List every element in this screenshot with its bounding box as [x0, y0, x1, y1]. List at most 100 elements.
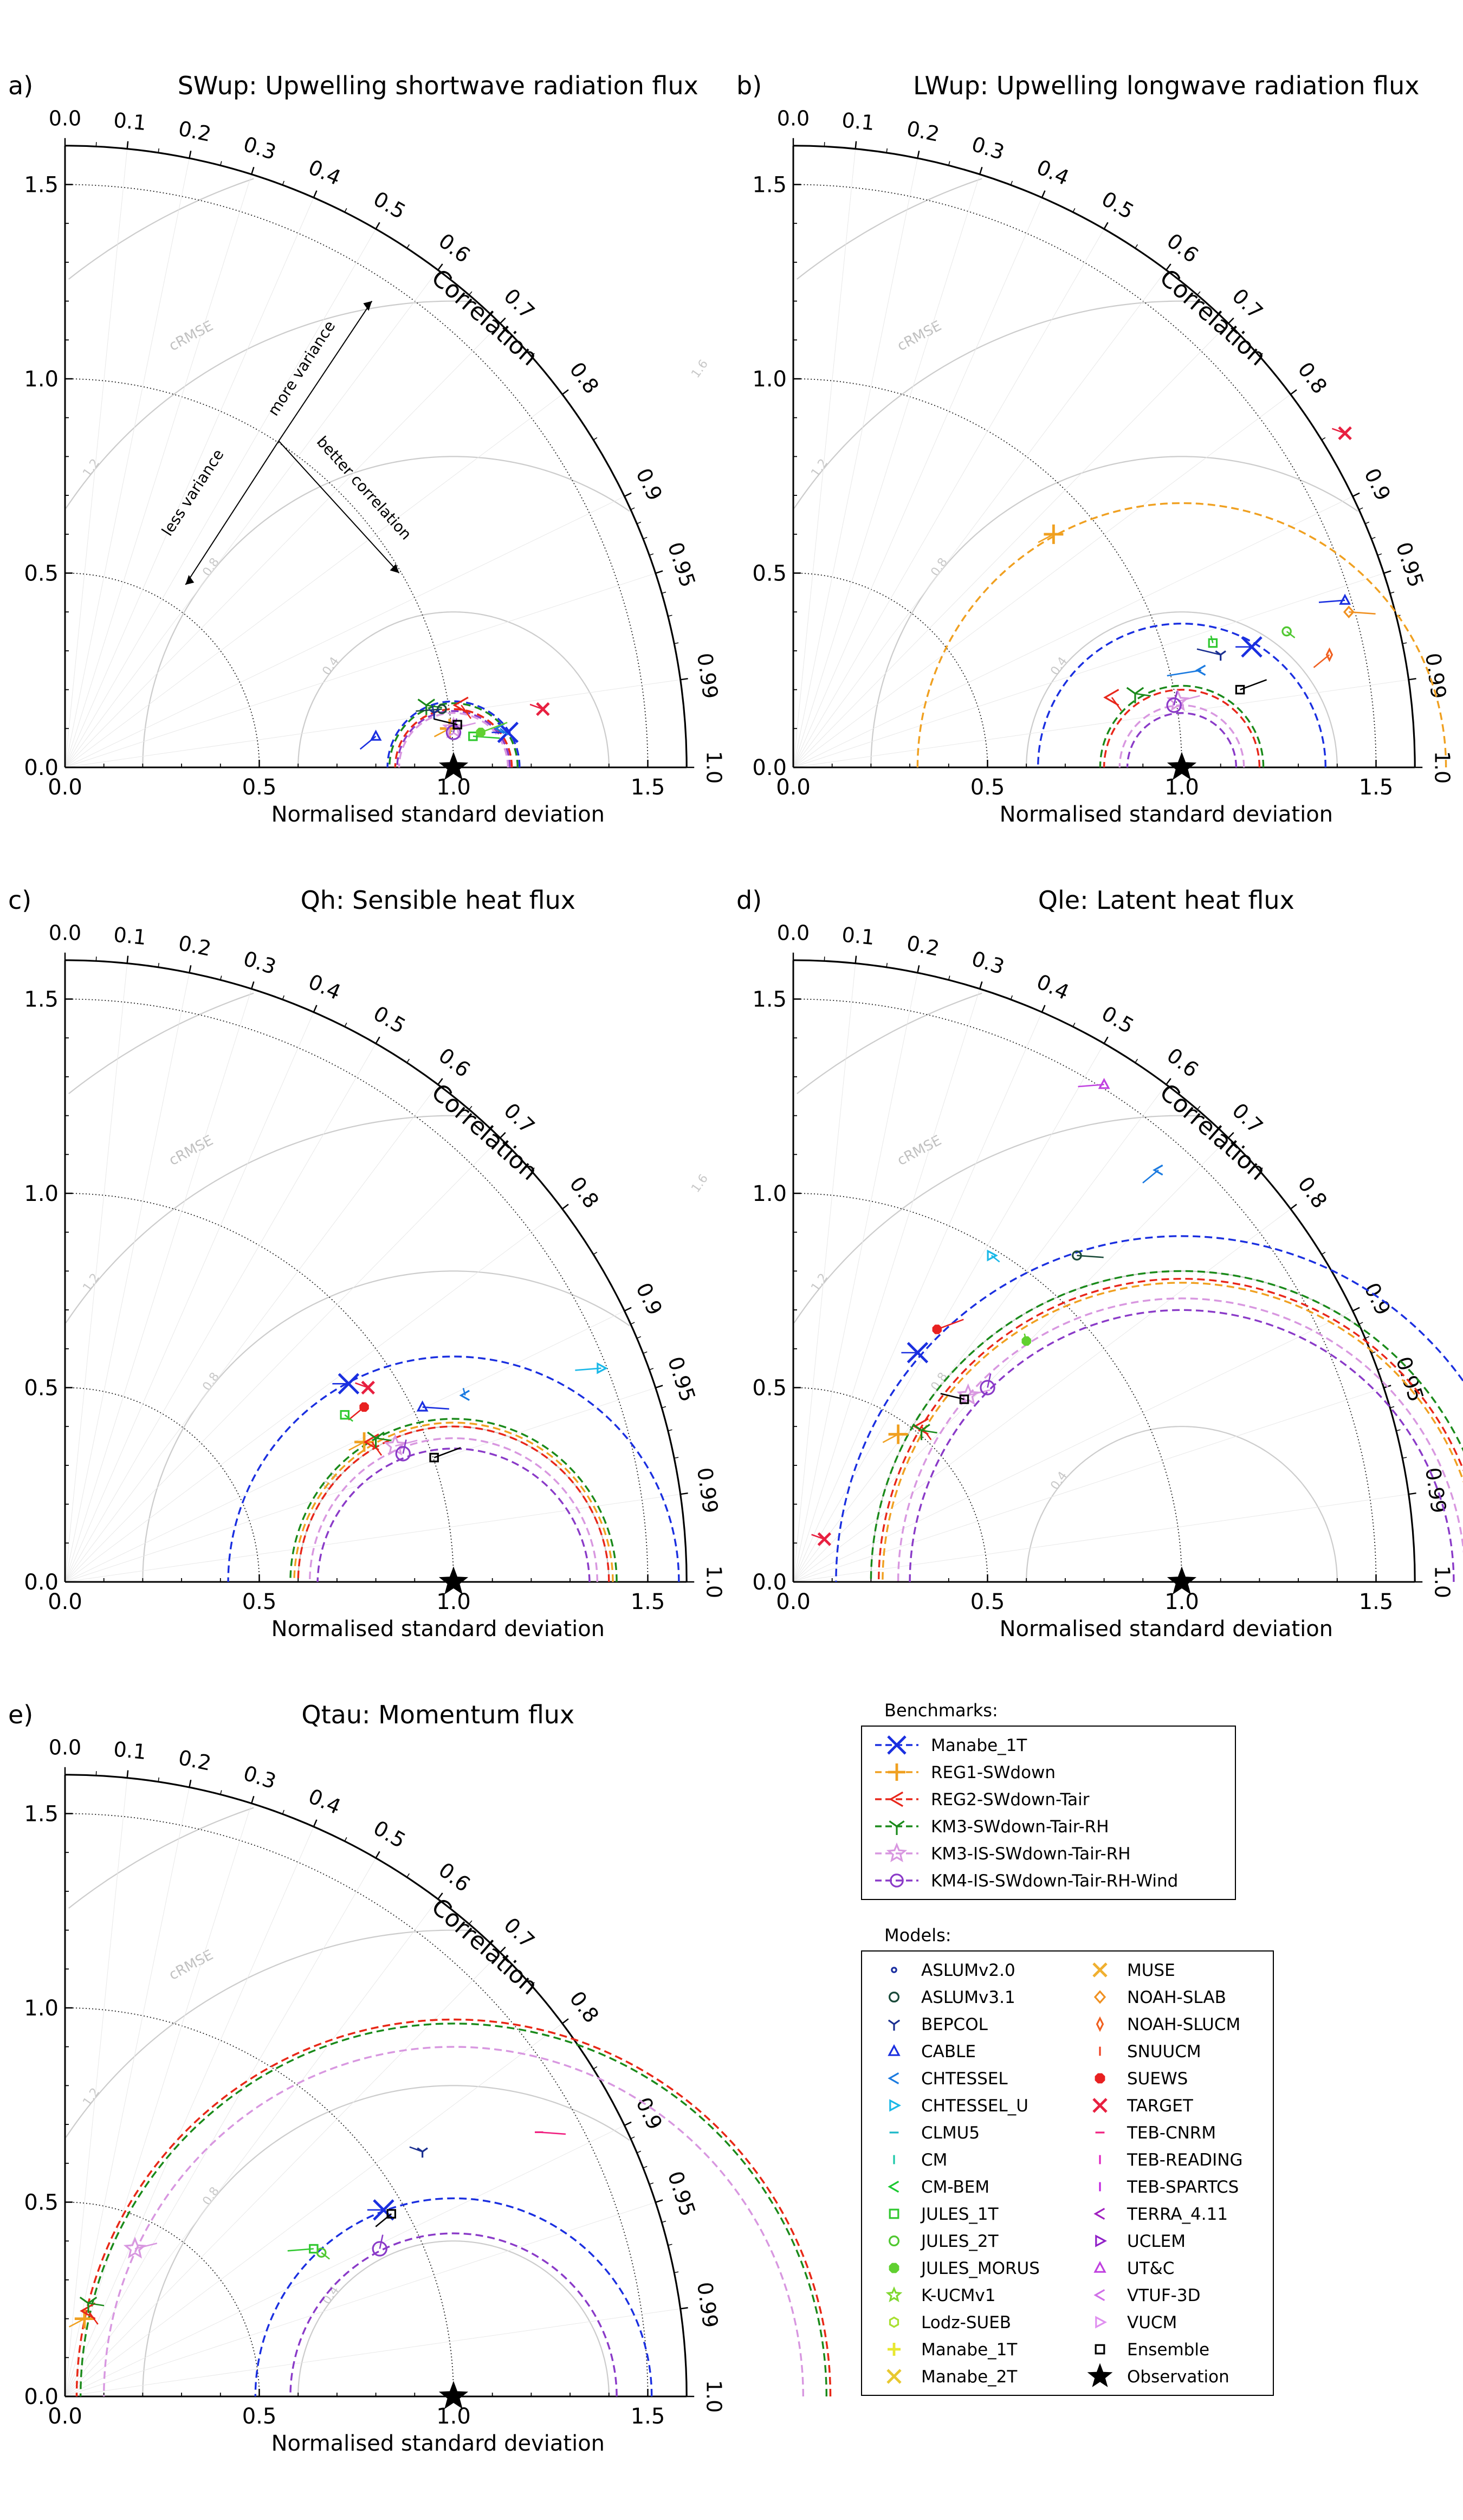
model-label: SNUUCM — [1127, 2042, 1201, 2062]
model-marker — [1095, 2316, 1107, 2329]
y-tick-label: 1.5 — [752, 987, 787, 1012]
panel-title: Qle: Latent heat flux — [1038, 886, 1294, 915]
crmse-arc — [297, 2240, 610, 2396]
corr-tick-label: 0.95 — [1391, 539, 1428, 590]
taylor-panel-e: 0.40.81.21.6cRMSE0.00.00.50.51.01.01.51.… — [8, 1700, 832, 2456]
point-tail — [88, 2302, 105, 2306]
model-marker — [888, 2019, 901, 2031]
model-legend-item: CABLE — [888, 2042, 976, 2062]
model-label: Manabe_1T — [921, 2340, 1018, 2360]
corr-tick-label: 0.9 — [631, 2093, 667, 2134]
corr-tick-label: 0.5 — [370, 187, 410, 224]
benchmark-arc — [1103, 688, 1261, 768]
model-legend-item: CM-BEM — [888, 2177, 989, 2197]
y-tick-label: 0.5 — [752, 1376, 787, 1401]
model-legend-item: VUCM — [1095, 2313, 1177, 2332]
point-tail — [1135, 693, 1151, 697]
taylor-panel-a: 0.40.81.21.6cRMSE0.00.00.50.51.01.01.51.… — [8, 71, 726, 827]
x-axis-label: Normalised standard deviation — [1000, 1617, 1333, 1642]
model-legend-item: Lodz-SUEB — [889, 2313, 1011, 2332]
point-noah-slucm — [1325, 647, 1333, 662]
model-label: VUCM — [1127, 2313, 1177, 2332]
benchmark-arc — [389, 702, 519, 768]
observation-star — [1167, 1566, 1197, 1595]
x-tick-label: 1.5 — [631, 2404, 665, 2429]
corr-tick-label: 0.3 — [241, 1761, 279, 1793]
point-tail — [1038, 533, 1054, 543]
corr-ray — [64, 1952, 501, 2397]
crmse-arc — [870, 456, 1358, 767]
corr-tick-label: 0.2 — [905, 117, 942, 146]
corr-ray — [793, 174, 980, 768]
corr-tick-label: 0.4 — [305, 970, 345, 1005]
model-label: SUEWS — [1127, 2069, 1188, 2089]
benchmark-marker — [887, 1735, 907, 1755]
point-tail — [359, 735, 377, 750]
benchmark-label: KM3-IS-SWdown-Tair-RH — [931, 1844, 1131, 1864]
correlation-arc — [793, 959, 1416, 1582]
crmse-arc — [793, 300, 1200, 509]
model-legend-item: JULES_MORUS — [889, 2259, 1040, 2278]
x-tick-label: 1.5 — [1359, 1589, 1394, 1614]
crmse-tick-label: 1.2 — [80, 2085, 102, 2109]
corr-ray — [64, 394, 563, 768]
corr-tick-label: 0.2 — [177, 117, 213, 146]
model-legend-item: NOAH-SLUCM — [1096, 2015, 1240, 2034]
model-legend-item: CLMU5 — [889, 2123, 980, 2143]
model-marker — [888, 2044, 901, 2056]
point-tail — [1142, 1169, 1159, 1184]
crmse-label: cRMSE — [166, 1947, 216, 1983]
benchmark-marker — [889, 1791, 903, 1807]
observation-star — [1167, 752, 1197, 780]
x-tick-label: 0.0 — [776, 1589, 811, 1614]
model-legend-item: NOAH-SLAB — [1093, 1988, 1226, 2007]
taylor-panel-c: 0.40.81.21.6cRMSE0.00.00.50.51.01.01.51.… — [8, 886, 726, 1642]
model-label: Observation — [1127, 2367, 1229, 2387]
point-bepcol — [1215, 650, 1226, 661]
point-tail — [375, 2213, 392, 2227]
corr-ray — [64, 573, 656, 768]
point-tail — [1313, 654, 1330, 668]
benchmark-label: REG2-SWdown-Tair — [931, 1790, 1090, 1810]
model-label: MUSE — [1127, 1961, 1175, 1980]
crmse-tick-label: 0.4 — [1048, 1469, 1070, 1492]
benchmark-arc — [297, 1425, 610, 1582]
taylor-panel-b: 0.40.81.21.6cRMSE0.00.00.50.51.01.01.51.… — [689, 71, 1454, 827]
corr-tick-label: 0.95 — [663, 539, 700, 590]
corr-tick-label: 1.0 — [702, 751, 726, 784]
x-tick-label: 0.0 — [48, 2404, 82, 2429]
y-tick-label: 0.5 — [24, 561, 59, 586]
corr-tick-label: 1.0 — [1430, 1566, 1454, 1598]
crmse-tick-label: 1.6 — [689, 357, 711, 380]
point-bepcol — [428, 708, 440, 719]
benchmark-arc — [289, 1418, 618, 1582]
crmse-arc — [797, 178, 982, 280]
model-legend-item: VTUF-3D — [1093, 2286, 1200, 2305]
std-arc — [64, 1387, 260, 1582]
benchmark-arc — [1118, 704, 1245, 768]
corr-ray — [64, 1084, 438, 1582]
benchmark-arc — [1126, 712, 1238, 768]
point-suews — [932, 1324, 942, 1334]
model-legend-item: JULES_2T — [888, 2232, 999, 2251]
model-legend-item: MUSE — [1092, 1961, 1175, 1980]
benchmark-arc — [882, 1282, 1463, 1582]
benchmark-label: REG1-SWdown — [931, 1763, 1056, 1782]
y-tick-label: 0.0 — [24, 755, 59, 780]
point-tail — [376, 1437, 392, 1442]
corr-ray — [793, 496, 1353, 768]
point-manabe-1t — [338, 1373, 360, 1395]
benchmark-arc — [316, 1448, 591, 1582]
point-tail — [882, 1433, 899, 1443]
x-tick-label: 0.5 — [242, 1589, 277, 1614]
observation-star — [438, 752, 469, 780]
corr-tick-label: 0.6 — [1162, 1043, 1203, 1082]
benchmark-legend-item: KM3-IS-SWdown-Tair-RH — [875, 1842, 1131, 1864]
corr-ray — [793, 1494, 1409, 1582]
model-legend-item: ASLUMv3.1 — [888, 1988, 1015, 2007]
point-tail — [348, 1441, 365, 1451]
corr-ray — [64, 972, 190, 1582]
benchmark-marker — [890, 1873, 904, 1888]
corr-tick-label: 0.8 — [565, 1987, 603, 2027]
corr-tick-label: 0.8 — [565, 1172, 603, 1213]
